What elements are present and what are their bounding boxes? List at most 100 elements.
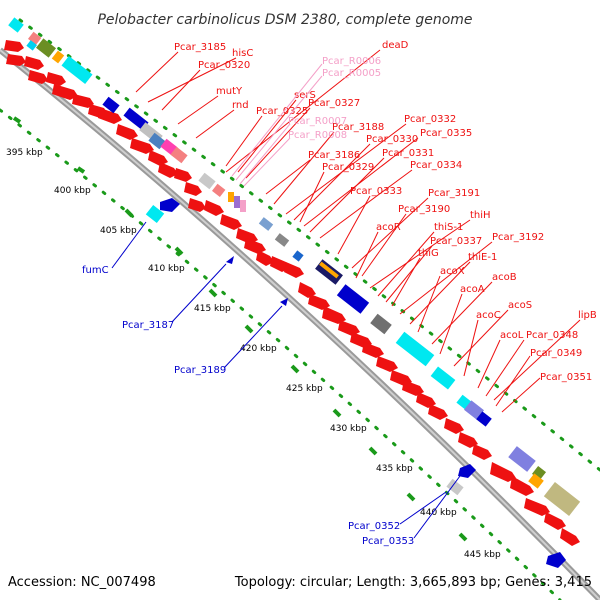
feature-block[interactable] bbox=[211, 183, 226, 198]
gene-arrow[interactable] bbox=[284, 262, 304, 278]
gene-arrow[interactable] bbox=[256, 250, 274, 266]
gene-arrow[interactable] bbox=[376, 356, 398, 372]
feature-block[interactable] bbox=[51, 50, 65, 64]
gene-arrow[interactable] bbox=[416, 392, 436, 408]
feature-block[interactable] bbox=[123, 107, 149, 131]
gene-label[interactable]: Pcar_0348 bbox=[526, 330, 578, 341]
gene-label[interactable]: Pcar_0353 bbox=[362, 536, 414, 547]
gene-label[interactable]: Pcar_0333 bbox=[350, 186, 402, 197]
gene-label[interactable]: Pcar_0325 bbox=[256, 106, 308, 117]
gene-label[interactable]: Pcar_3187 bbox=[122, 320, 174, 331]
gene-label[interactable]: Pcar_0334 bbox=[410, 160, 462, 171]
gene-arrow[interactable] bbox=[188, 198, 206, 212]
gene-arrow[interactable] bbox=[52, 84, 78, 100]
gene-label[interactable]: serS bbox=[294, 90, 316, 101]
gene-label[interactable]: acoC bbox=[476, 310, 501, 321]
gene-label[interactable]: thiG bbox=[418, 248, 439, 259]
gene-label[interactable]: Pcar_0335 bbox=[420, 128, 472, 139]
feature-block[interactable] bbox=[476, 411, 492, 427]
gene-arrow[interactable] bbox=[6, 54, 26, 66]
gene-label[interactable]: Pcar_3185 bbox=[174, 42, 226, 53]
gene-arrow[interactable] bbox=[472, 444, 492, 460]
gene-label[interactable]: lipB bbox=[578, 310, 597, 321]
gene-label[interactable]: Pcar_3192 bbox=[492, 232, 544, 243]
gene-arrow[interactable] bbox=[4, 40, 24, 52]
gene-label[interactable]: Pcar_0332 bbox=[404, 114, 456, 125]
gene-label[interactable]: acoX bbox=[440, 266, 465, 277]
feature-block[interactable] bbox=[258, 217, 274, 231]
gene-label[interactable]: rnd bbox=[232, 100, 249, 111]
gene-arrow[interactable] bbox=[524, 498, 550, 516]
gene-arrow[interactable] bbox=[148, 150, 168, 166]
gene-arrow[interactable] bbox=[130, 138, 154, 154]
gene-label[interactable]: hisC bbox=[232, 48, 253, 59]
gene-arrow[interactable] bbox=[560, 528, 580, 546]
gene-label[interactable]: Pcar_0349 bbox=[530, 348, 582, 359]
feature-block[interactable] bbox=[228, 192, 234, 202]
rna-label[interactable]: Pcar_R0006 bbox=[322, 56, 381, 67]
rna-label[interactable]: Pcar_R0005 bbox=[322, 68, 381, 79]
gene-label[interactable]: Pcar_0351 bbox=[540, 372, 592, 383]
gene-label[interactable]: thiS-1 bbox=[434, 222, 463, 233]
feature-block[interactable] bbox=[370, 313, 392, 335]
gene-label[interactable]: acoL bbox=[500, 330, 524, 341]
gene-label[interactable]: acoA bbox=[460, 284, 485, 295]
feature-block[interactable] bbox=[234, 196, 240, 208]
gene-arrow[interactable] bbox=[544, 512, 566, 530]
gene-label[interactable]: fumC bbox=[82, 265, 109, 276]
gene-arrow[interactable] bbox=[444, 418, 464, 434]
feature-block[interactable] bbox=[292, 250, 304, 262]
gene-arrow[interactable] bbox=[226, 256, 234, 264]
gene-label[interactable]: Pcar_0331 bbox=[382, 148, 434, 159]
gene-arrow[interactable] bbox=[98, 108, 122, 124]
gene-arrow[interactable] bbox=[362, 342, 384, 358]
feature-block[interactable] bbox=[170, 146, 188, 164]
feature-block[interactable] bbox=[26, 40, 37, 51]
gene-arrow[interactable] bbox=[402, 380, 424, 396]
gene-arrow[interactable] bbox=[174, 168, 192, 182]
gene-label[interactable]: Pcar_3191 bbox=[428, 188, 480, 199]
gene-label[interactable]: acoS bbox=[508, 300, 532, 311]
gene-arrow[interactable] bbox=[510, 476, 534, 496]
gene-label[interactable]: thiH bbox=[470, 210, 491, 221]
feature-block[interactable] bbox=[430, 366, 456, 390]
feature-block[interactable] bbox=[102, 96, 120, 114]
feature-block[interactable] bbox=[27, 31, 42, 46]
gene-label[interactable]: Pcar_3189 bbox=[174, 365, 226, 376]
gene-arrow[interactable] bbox=[458, 464, 476, 478]
gene-label[interactable]: deaD bbox=[382, 40, 409, 51]
gene-arrow[interactable] bbox=[244, 238, 266, 254]
gene-arrow[interactable] bbox=[490, 462, 516, 482]
gene-arrow[interactable] bbox=[24, 56, 44, 70]
rna-label[interactable]: Pcar_R0007 bbox=[288, 116, 347, 127]
gene-label[interactable]: Pcar_0337 bbox=[430, 236, 482, 247]
gene-arrow[interactable] bbox=[298, 282, 316, 298]
feature-block[interactable] bbox=[240, 200, 246, 212]
feature-block[interactable] bbox=[198, 172, 216, 190]
gene-label[interactable]: Pcar_3190 bbox=[398, 204, 450, 215]
gene-label[interactable]: acoR bbox=[376, 222, 401, 233]
feature-block[interactable] bbox=[464, 400, 484, 420]
gene-arrow[interactable] bbox=[280, 298, 288, 306]
feature-block[interactable] bbox=[148, 132, 166, 150]
gene-arrow[interactable] bbox=[220, 214, 242, 230]
feature-block[interactable] bbox=[543, 482, 581, 516]
feature-block[interactable] bbox=[61, 56, 93, 84]
gene-label[interactable]: Pcar_0320 bbox=[198, 60, 250, 71]
gene-label[interactable]: Pcar_3188 bbox=[332, 122, 384, 133]
gene-arrow[interactable] bbox=[236, 228, 258, 244]
gene-arrow[interactable] bbox=[158, 162, 178, 178]
gene-arrow[interactable] bbox=[546, 552, 566, 568]
gene-arrow[interactable] bbox=[160, 198, 180, 212]
gene-arrow[interactable] bbox=[338, 320, 360, 336]
gene-label[interactable]: Pcar_0330 bbox=[366, 134, 418, 145]
gene-label[interactable]: Pcar_3186 bbox=[308, 150, 360, 161]
gene-arrow[interactable] bbox=[46, 72, 66, 86]
feature-block[interactable] bbox=[508, 446, 536, 472]
feature-block[interactable] bbox=[36, 38, 56, 58]
feature-block[interactable] bbox=[395, 331, 435, 367]
feature-block[interactable] bbox=[528, 473, 544, 489]
gene-arrow[interactable] bbox=[428, 404, 448, 420]
feature-block[interactable] bbox=[319, 261, 339, 279]
gene-label[interactable]: thiE-1 bbox=[468, 252, 497, 263]
